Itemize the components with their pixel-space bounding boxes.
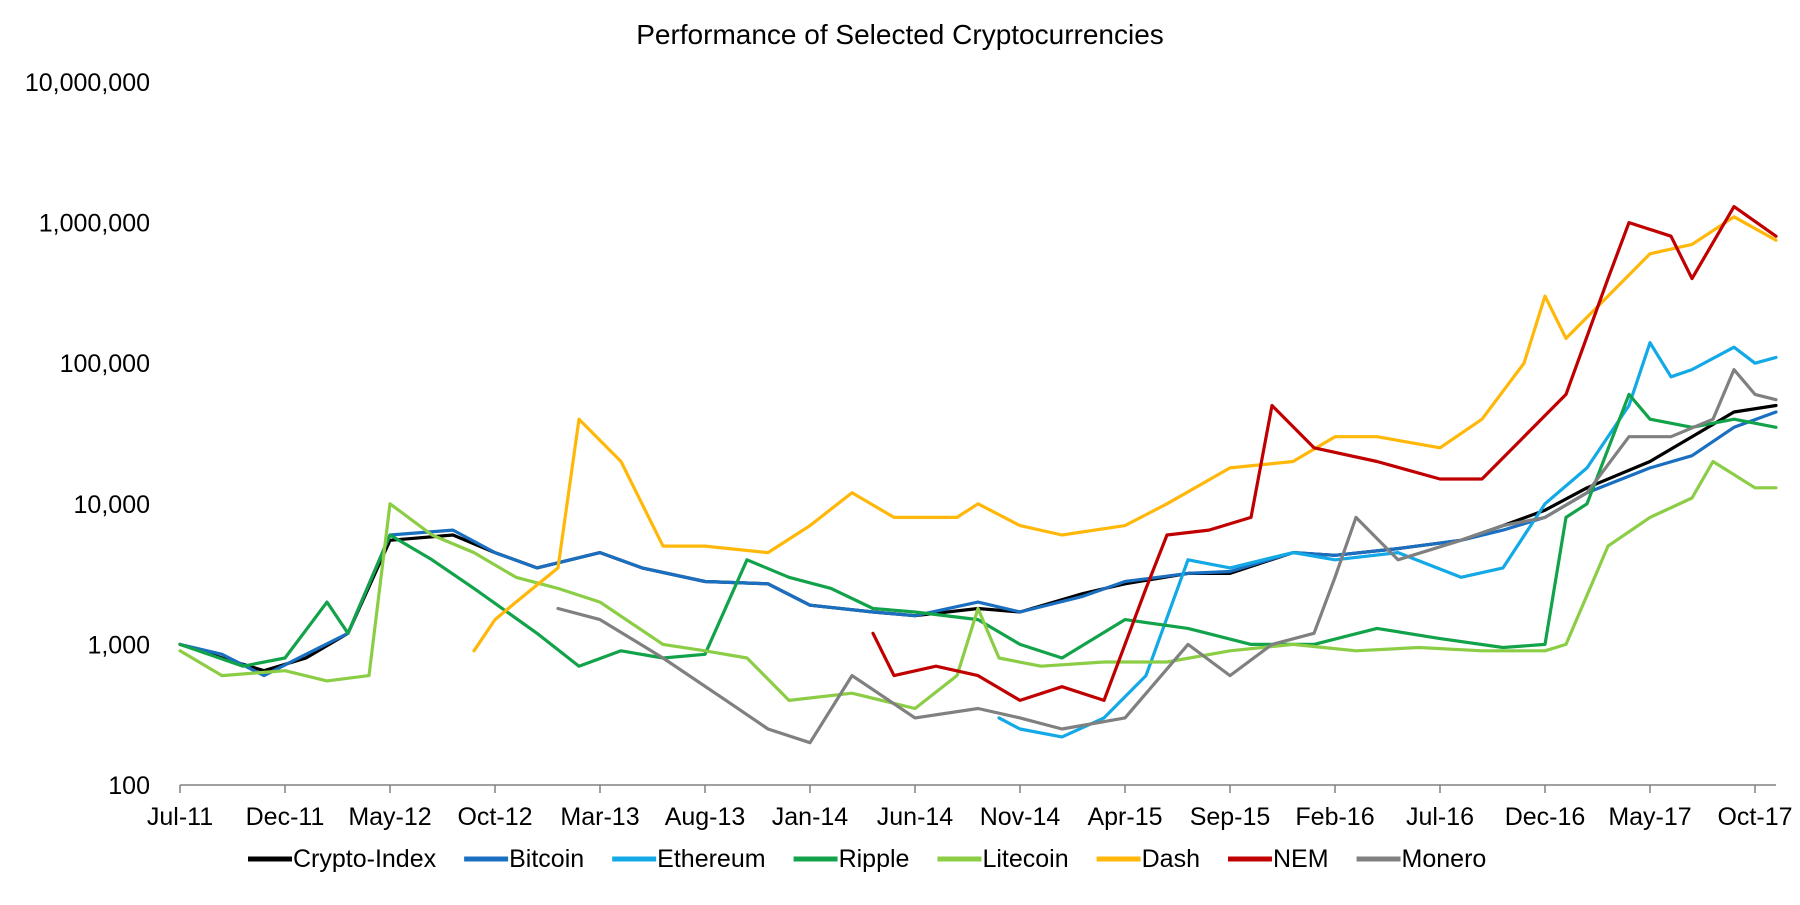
x-tick-label: Feb-16 (1295, 803, 1374, 831)
x-tick-label: Dec-16 (1505, 803, 1586, 831)
legend-label-ethereum: Ethereum (657, 845, 765, 873)
series-layer (178, 205, 1778, 745)
series-line-crypto-index (178, 403, 1778, 673)
legend-label-ripple: Ripple (839, 845, 910, 873)
x-tick-label: May-17 (1608, 803, 1691, 831)
x-tick-label: Dec-11 (246, 803, 325, 831)
legend-label-dash: Dash (1142, 845, 1200, 873)
x-tick-label: Nov-14 (980, 803, 1061, 831)
x-tick-label: Jun-14 (877, 803, 954, 831)
chart-title: Performance of Selected Cryptocurrencies (636, 19, 1164, 50)
x-tick-label: Oct-17 (1717, 803, 1792, 831)
x-tick-label: Sep-15 (1190, 803, 1271, 831)
x-tick-label: Jan-14 (772, 803, 849, 831)
series-line-monero (556, 368, 1778, 745)
y-tick-label: 10,000,000 (25, 69, 150, 97)
x-tick-label: Jul-16 (1406, 803, 1474, 831)
legend-label-crypto-index: Crypto-Index (293, 845, 437, 873)
series-line-bitcoin (178, 410, 1778, 678)
x-tick-label: May-12 (348, 803, 431, 831)
x-tick-label: Jul-11 (147, 803, 213, 831)
x-axis: Jul-11 Dec-11 May-12 Oct-12 Mar-13 Aug-13 Jan-… (147, 784, 1793, 831)
series-line-ethereum (997, 341, 1778, 739)
y-tick-label: 1,000,000 (39, 210, 150, 238)
legend-label-nem: NEM (1273, 845, 1329, 873)
x-tick-label: Aug-13 (665, 803, 746, 831)
legend-label-bitcoin: Bitcoin (509, 845, 584, 873)
y-tick-label: 1,000 (87, 631, 150, 659)
legend-label-litecoin: Litecoin (982, 845, 1068, 873)
x-tick-label: Mar-13 (560, 803, 639, 831)
x-tick-label: Apr-15 (1087, 803, 1162, 831)
series-line-nem (871, 205, 1778, 702)
series-line-litecoin (178, 459, 1778, 711)
x-tick-label: Oct-12 (457, 803, 532, 831)
y-axis: 100 1,000 10,000 100,000 1,000,000 10,000,000 (25, 69, 150, 800)
legend: Crypto-Index Bitcoin Ethereum Ripple Litecoi… (248, 845, 1486, 873)
y-tick-label: 100,000 (60, 350, 150, 378)
legend-label-monero: Monero (1402, 845, 1487, 873)
y-tick-label: 10,000 (74, 491, 150, 519)
series-line-dash (472, 215, 1778, 653)
series-line-ripple (178, 392, 1778, 668)
y-tick-label: 100 (108, 772, 150, 800)
